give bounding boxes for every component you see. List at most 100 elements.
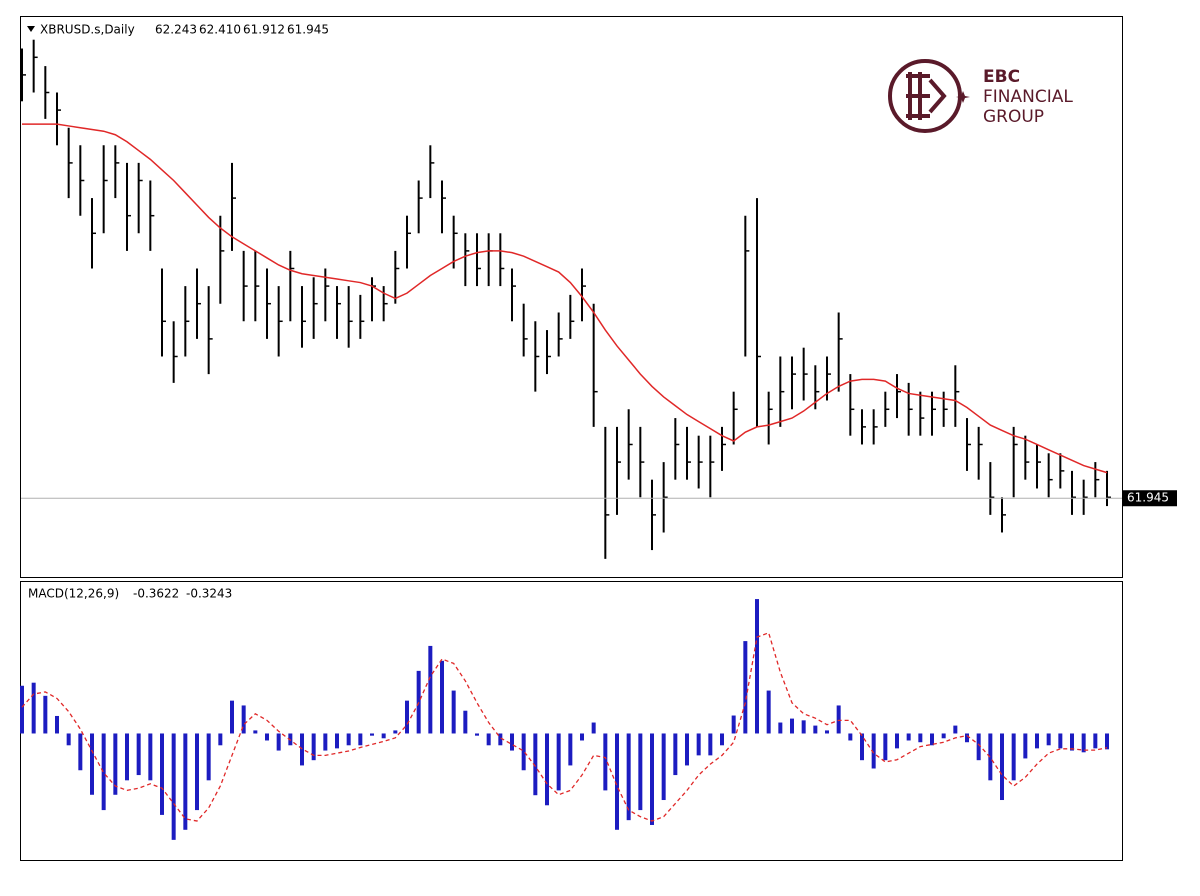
price-box <box>1123 490 1177 507</box>
macd-bar <box>300 733 304 766</box>
macd-bar <box>556 733 561 791</box>
quote-close: 61.945 <box>287 23 329 37</box>
collapse-icon <box>27 26 35 32</box>
macd-bar <box>358 733 363 746</box>
macd-bar <box>370 733 374 736</box>
macd-bar <box>1093 733 1098 749</box>
macd-bar <box>953 725 958 734</box>
logo-line: GROUP <box>983 107 1044 127</box>
macd-bar <box>393 730 398 734</box>
macd-bar <box>136 733 141 776</box>
macd-bar <box>381 733 386 739</box>
logo-line: FINANCIAL <box>983 87 1073 107</box>
macd-bar <box>230 700 234 734</box>
macd-bar <box>965 733 969 743</box>
macd-bar <box>171 733 176 840</box>
macd-bar <box>276 733 281 751</box>
macd-bar <box>1023 733 1028 759</box>
macd-bar <box>580 733 584 741</box>
macd-bar <box>241 705 246 734</box>
logo: EBC FINANCIAL GROUP <box>888 59 1073 133</box>
macd-bar <box>195 733 199 811</box>
macd-bar <box>626 733 631 821</box>
macd-bar <box>1035 733 1039 749</box>
macd-bar <box>906 733 911 741</box>
macd-bar <box>218 733 223 746</box>
macd-bar <box>1011 733 1016 781</box>
macd-bar <box>416 670 421 734</box>
macd-bar <box>533 733 538 796</box>
price-label: 61.945 <box>1127 491 1169 505</box>
macd-bar <box>66 733 71 746</box>
macd-bar <box>1081 733 1086 753</box>
quote-open: 62.243 <box>155 23 197 37</box>
moving-average <box>22 123 1108 474</box>
macd-bar <box>311 733 316 761</box>
macd-bar <box>440 660 444 734</box>
macd-bar <box>463 710 468 734</box>
macd-bar <box>836 705 841 734</box>
axes: 61.945 <box>1123 490 1177 507</box>
macd-bar <box>731 715 736 734</box>
macd-bar <box>510 733 514 751</box>
logo-mark: EBC <box>983 67 1020 87</box>
macd-bar <box>615 733 619 830</box>
macd-bar <box>20 685 24 734</box>
macd-bar <box>813 725 818 734</box>
macd-bar <box>871 733 876 769</box>
macd-bar <box>895 733 899 749</box>
macd-bar <box>346 733 351 746</box>
macd-bar <box>521 733 526 771</box>
macd-bar <box>31 682 36 734</box>
macd-bar <box>183 733 188 830</box>
macd-bar <box>661 733 666 801</box>
macd-bar <box>498 733 503 746</box>
quote-high: 62.410 <box>199 23 241 37</box>
macd-bar <box>801 720 806 734</box>
quote-low: 61.912 <box>243 23 285 37</box>
macd-bar <box>568 733 573 766</box>
signal-line <box>21 631 1108 822</box>
macd-bar <box>1105 733 1109 750</box>
macd-bar <box>545 733 549 806</box>
marks <box>20 39 1122 840</box>
macd-bar <box>650 733 654 825</box>
macd-bar <box>778 722 783 734</box>
macd-bar <box>603 733 608 791</box>
logo-star <box>956 91 970 103</box>
macd-bar <box>673 733 678 776</box>
macd-bar <box>78 733 83 771</box>
macd-bar <box>486 733 491 746</box>
macd-bar <box>848 733 853 741</box>
macd-bar <box>428 645 433 734</box>
macd-bar <box>55 715 59 734</box>
macd-bar <box>253 730 258 734</box>
macd-bar <box>743 641 748 734</box>
macd-bar <box>323 733 328 751</box>
macd-bar <box>113 733 118 795</box>
macd-bar <box>101 733 106 811</box>
logo-ring <box>888 59 962 133</box>
macd-bar <box>206 733 211 781</box>
macd-bar <box>918 733 923 743</box>
macd-bar <box>720 733 724 746</box>
macd-bar <box>755 599 759 734</box>
macd-bar <box>591 722 596 734</box>
macd-bar <box>696 733 701 756</box>
macd-bar <box>708 733 713 756</box>
macd-bar <box>638 733 643 811</box>
macd-bar <box>148 733 153 781</box>
macd-bar <box>930 733 934 746</box>
macd-bar <box>1000 733 1004 801</box>
macd-bar <box>451 690 456 734</box>
macd-bar <box>125 733 129 781</box>
macd-bar <box>883 733 888 761</box>
macd-bar <box>860 733 864 761</box>
macd-bar <box>976 733 981 761</box>
signal-value: -0.3243 <box>186 587 232 601</box>
macd-bar <box>1058 733 1063 749</box>
macd-bar <box>43 695 48 734</box>
macd-bar <box>825 730 829 734</box>
macd-bar <box>265 733 269 741</box>
